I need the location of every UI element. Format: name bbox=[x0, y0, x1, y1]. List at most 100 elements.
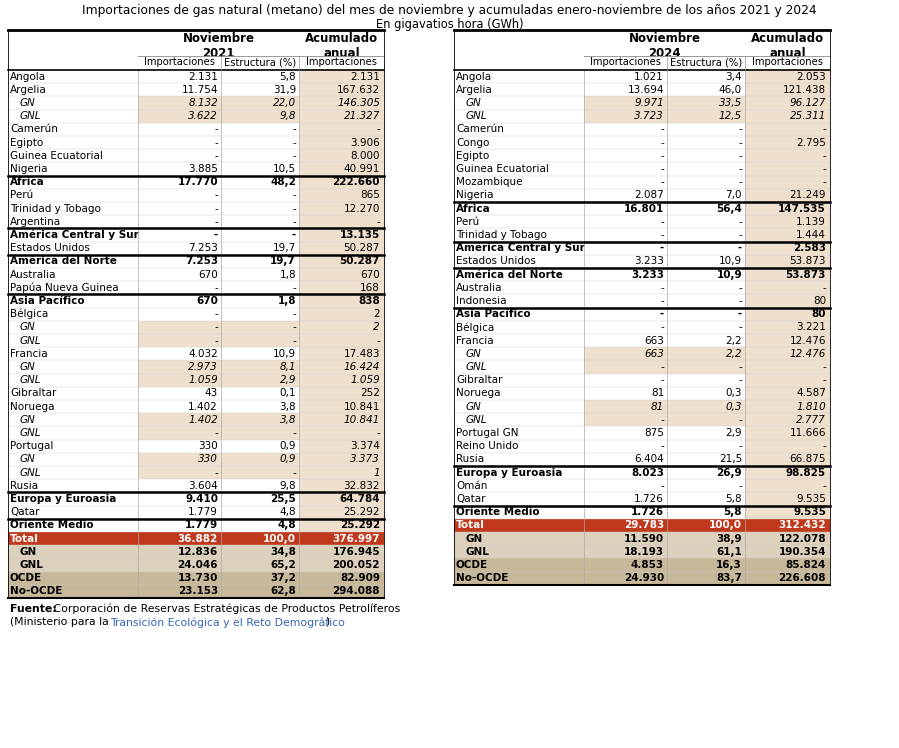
Bar bbox=[584, 532, 745, 545]
Text: 1.779: 1.779 bbox=[188, 507, 218, 517]
Bar bbox=[584, 440, 745, 453]
Text: 2.973: 2.973 bbox=[188, 362, 218, 372]
Bar bbox=[584, 202, 745, 215]
Text: 3.374: 3.374 bbox=[350, 441, 380, 451]
Bar bbox=[8, 492, 138, 506]
Text: -: - bbox=[214, 336, 218, 346]
Bar bbox=[138, 492, 299, 506]
Bar bbox=[454, 413, 584, 426]
Text: -: - bbox=[660, 296, 664, 306]
Bar bbox=[138, 585, 299, 598]
Text: -: - bbox=[292, 428, 296, 438]
Text: -: - bbox=[660, 441, 664, 451]
Text: GNL: GNL bbox=[20, 336, 41, 346]
Text: -: - bbox=[660, 322, 664, 332]
Text: 10,5: 10,5 bbox=[273, 164, 296, 174]
Bar bbox=[138, 571, 299, 585]
Text: 85.824: 85.824 bbox=[786, 560, 826, 570]
Text: 13.730: 13.730 bbox=[178, 573, 218, 583]
Text: -: - bbox=[214, 322, 218, 332]
Bar bbox=[745, 162, 830, 176]
Text: 81: 81 bbox=[651, 388, 664, 399]
Bar bbox=[745, 136, 830, 149]
Bar bbox=[454, 83, 584, 96]
Text: 1.726: 1.726 bbox=[631, 507, 664, 517]
Text: 21.327: 21.327 bbox=[343, 111, 380, 121]
Text: Rusia: Rusia bbox=[10, 481, 38, 491]
Text: 17.483: 17.483 bbox=[343, 349, 380, 359]
Text: Argentina: Argentina bbox=[10, 217, 61, 227]
Text: 82.909: 82.909 bbox=[340, 573, 380, 583]
Bar bbox=[584, 426, 745, 440]
Bar bbox=[454, 149, 584, 162]
Bar bbox=[8, 202, 138, 215]
Text: 24.046: 24.046 bbox=[177, 560, 218, 570]
Bar bbox=[454, 188, 584, 202]
Bar bbox=[584, 519, 745, 532]
Text: Noruega: Noruega bbox=[10, 402, 55, 411]
Text: 4.032: 4.032 bbox=[188, 349, 218, 359]
Bar bbox=[454, 492, 584, 506]
Bar bbox=[8, 123, 138, 136]
Bar bbox=[299, 281, 384, 295]
Bar bbox=[299, 307, 384, 321]
Bar bbox=[454, 453, 584, 466]
Bar bbox=[8, 466, 138, 479]
Text: -: - bbox=[823, 441, 826, 451]
Text: -: - bbox=[738, 309, 742, 319]
Bar bbox=[8, 149, 138, 162]
Text: Portugal GN: Portugal GN bbox=[456, 428, 519, 438]
Bar bbox=[454, 228, 584, 242]
Bar bbox=[584, 373, 745, 387]
Bar bbox=[299, 506, 384, 519]
Bar bbox=[454, 110, 584, 123]
Bar bbox=[138, 400, 299, 413]
Bar bbox=[299, 426, 384, 440]
Text: -: - bbox=[660, 481, 664, 491]
Text: 12.476: 12.476 bbox=[789, 336, 826, 346]
Bar bbox=[299, 295, 384, 307]
Bar bbox=[299, 387, 384, 400]
Text: 8.023: 8.023 bbox=[631, 468, 664, 478]
Bar bbox=[138, 123, 299, 136]
Bar bbox=[8, 188, 138, 202]
Text: 167.632: 167.632 bbox=[337, 85, 380, 95]
Text: Importaciones: Importaciones bbox=[590, 57, 661, 67]
Bar bbox=[454, 268, 584, 281]
Text: 0,1: 0,1 bbox=[280, 388, 296, 399]
Text: Oriente Medio: Oriente Medio bbox=[10, 521, 93, 530]
Bar bbox=[584, 110, 745, 123]
Bar bbox=[745, 400, 830, 413]
Text: Argelia: Argelia bbox=[10, 85, 47, 95]
Text: -: - bbox=[292, 283, 296, 292]
Text: 1.021: 1.021 bbox=[635, 72, 664, 82]
Text: 1.402: 1.402 bbox=[188, 415, 218, 425]
Text: 50.287: 50.287 bbox=[340, 257, 380, 266]
Bar bbox=[454, 440, 584, 453]
Bar bbox=[138, 110, 299, 123]
Text: GNL: GNL bbox=[20, 428, 41, 438]
Text: -: - bbox=[377, 217, 380, 227]
Text: -: - bbox=[738, 164, 742, 174]
Text: Francia: Francia bbox=[10, 349, 48, 359]
Text: -: - bbox=[292, 138, 296, 147]
Bar bbox=[299, 334, 384, 347]
Bar bbox=[584, 545, 745, 559]
Bar bbox=[584, 176, 745, 188]
Text: 9,8: 9,8 bbox=[280, 481, 296, 491]
Text: 13.135: 13.135 bbox=[340, 230, 380, 240]
Text: América del Norte: América del Norte bbox=[456, 269, 563, 280]
Bar bbox=[138, 453, 299, 466]
Bar bbox=[299, 123, 384, 136]
Text: -: - bbox=[660, 243, 664, 254]
Text: Fuente:: Fuente: bbox=[10, 604, 57, 614]
Text: 10,9: 10,9 bbox=[719, 257, 742, 266]
Text: Oriente Medio: Oriente Medio bbox=[456, 507, 539, 517]
Text: 25,5: 25,5 bbox=[271, 494, 296, 504]
Text: 10,9: 10,9 bbox=[717, 269, 742, 280]
Bar bbox=[138, 215, 299, 228]
Bar bbox=[584, 453, 745, 466]
Text: Egipto: Egipto bbox=[456, 151, 489, 161]
Text: 65,2: 65,2 bbox=[271, 560, 296, 570]
Text: 1.779: 1.779 bbox=[185, 521, 218, 530]
